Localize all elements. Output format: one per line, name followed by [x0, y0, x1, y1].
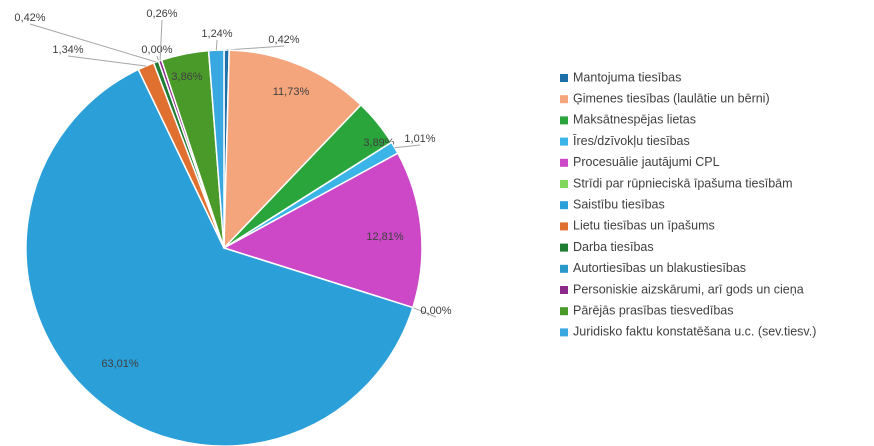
leader-line — [29, 23, 157, 63]
data-label: 1,34% — [52, 44, 83, 56]
legend-swatch — [560, 307, 568, 316]
legend-swatch — [560, 74, 568, 82]
data-label: 0,42% — [268, 34, 299, 46]
data-label: 1,24% — [201, 28, 232, 40]
legend-label: Saistību tiesības — [573, 197, 665, 211]
data-label: 63,01% — [101, 358, 139, 370]
legend-swatch — [560, 158, 568, 167]
leader-line — [226, 45, 285, 51]
legend-label: Mantojuma tiesības — [573, 70, 681, 84]
data-label: 12,81% — [366, 231, 404, 243]
data-label: 0,00% — [141, 44, 172, 56]
legend-label: Īres/dzīvokļu tiesības — [573, 134, 690, 148]
pie-slice — [222, 152, 423, 309]
legend-label: Darba tiesības — [573, 240, 654, 254]
pie-slice — [223, 49, 362, 250]
legend-label: Autortiesības un blakustiesības — [573, 261, 746, 275]
leader-line — [156, 55, 160, 62]
leader-line — [159, 19, 163, 61]
pie-slice — [25, 68, 414, 446]
data-label: 0,42% — [14, 12, 45, 24]
leader-line — [394, 144, 421, 149]
legend-label: Personiskie aizskārumi, arī gods un cieņ… — [573, 282, 804, 296]
legend-swatch — [560, 264, 568, 273]
legend-label: Procesuālie jautājumi CPL — [573, 155, 720, 169]
legend-swatch — [560, 137, 568, 146]
leader-line — [412, 307, 437, 318]
leader-line — [215, 39, 218, 51]
data-label: 1,01% — [404, 133, 435, 145]
data-label: 3,86% — [171, 71, 202, 83]
data-label: 0,26% — [146, 8, 177, 20]
legend-swatch — [560, 328, 568, 337]
legend-swatch — [560, 222, 568, 231]
legend-swatch — [560, 180, 568, 188]
data-label: 11,73% — [273, 86, 310, 98]
leader-line — [67, 55, 146, 67]
legend-label: Ģimenes tiesības (laulātie un bērni) — [573, 91, 770, 105]
legend-label: Maksātnespējas lietas — [573, 113, 696, 127]
legend-label: Juridisko faktu konstatēšana u.c. (sev.t… — [573, 325, 816, 339]
legend-swatch — [560, 95, 568, 104]
legend-label: Strīdi par rūpnieciskā īpašuma tiesībām — [573, 176, 793, 190]
legend-swatch — [560, 201, 568, 210]
legend-label: Pārējās prasības tiesvedības — [573, 303, 734, 317]
legend-swatch — [560, 116, 568, 125]
data-label: 0,00% — [420, 305, 451, 317]
legend-swatch — [560, 243, 568, 252]
legend-label: Lietu tiesības un īpašums — [573, 219, 715, 233]
legend-swatch — [560, 286, 568, 294]
pie-slice — [207, 49, 225, 249]
